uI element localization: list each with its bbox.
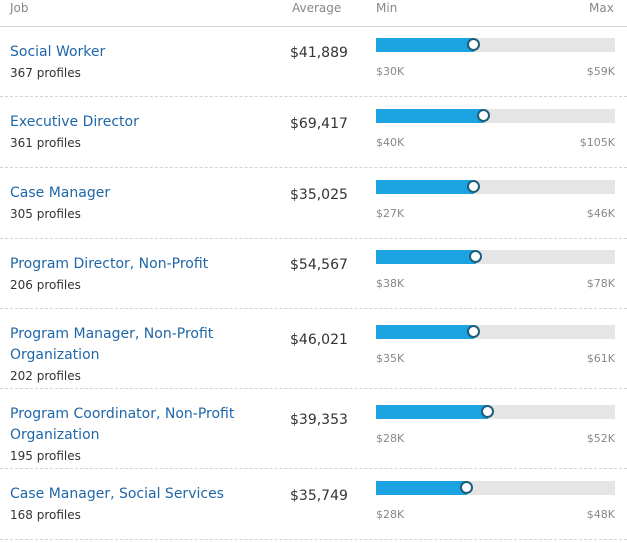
salary-range-bar — [376, 109, 615, 123]
average-salary: $41,889 — [290, 45, 348, 61]
profile-count: 367 profiles — [10, 66, 81, 80]
range-max: $46K — [586, 207, 615, 220]
average-marker — [459, 481, 473, 494]
salary-range-bar — [376, 325, 615, 339]
salary-range-bar — [376, 405, 615, 419]
header-average: Average — [292, 1, 342, 15]
average-salary: $46,021 — [290, 332, 348, 348]
profile-count: 195 profiles — [10, 449, 81, 463]
average-salary: $69,417 — [290, 116, 348, 132]
header-job: Job — [10, 1, 29, 15]
salary-range-bar — [376, 180, 615, 194]
job-link[interactable]: Program Director, Non-Profit — [10, 256, 209, 272]
average-salary: $35,749 — [290, 488, 348, 504]
job-link[interactable]: Case Manager, Social Services — [10, 486, 224, 502]
salary-range-fill — [376, 481, 467, 495]
table-header: Job Average Min Max — [0, 0, 627, 27]
job-link[interactable]: Program Coordinator, Non-Profit Organiza… — [10, 406, 235, 443]
average-marker — [466, 325, 480, 338]
table-row: Case Manager 305 profiles $35,025 $27K $… — [0, 168, 627, 239]
average-salary: $54,567 — [290, 257, 348, 273]
average-marker — [476, 109, 490, 122]
profile-count: 305 profiles — [10, 207, 81, 221]
average-marker — [466, 38, 480, 51]
profile-count: 361 profiles — [10, 136, 81, 150]
salary-range-fill — [376, 109, 484, 123]
range-min: $40K — [376, 136, 405, 149]
range-max: $48K — [586, 508, 615, 521]
range-max: $52K — [586, 432, 615, 445]
range-min: $28K — [376, 432, 405, 445]
table-row: Social Worker 367 profiles $41,889 $30K … — [0, 27, 627, 97]
salary-range-fill — [376, 250, 477, 264]
profile-count: 168 profiles — [10, 508, 81, 522]
average-marker — [469, 250, 483, 263]
salary-range-bar — [376, 38, 615, 52]
range-min: $38K — [376, 277, 405, 290]
average-marker — [466, 180, 480, 193]
range-min: $35K — [376, 352, 405, 365]
range-max: $59K — [586, 65, 615, 78]
salary-range-fill — [376, 325, 474, 339]
average-salary: $35,025 — [290, 187, 348, 203]
header-max: Max — [589, 1, 614, 15]
range-max: $61K — [586, 352, 615, 365]
salary-range-fill — [376, 38, 474, 52]
range-min: $27K — [376, 207, 405, 220]
average-salary: $39,353 — [290, 412, 348, 428]
profile-count: 206 profiles — [10, 278, 81, 292]
job-link[interactable]: Executive Director — [10, 114, 139, 130]
salary-range-bar — [376, 250, 615, 264]
range-min: $28K — [376, 508, 405, 521]
profile-count: 202 profiles — [10, 369, 81, 383]
job-link[interactable]: Case Manager — [10, 185, 111, 201]
table-row: Executive Director 361 profiles $69,417 … — [0, 97, 627, 168]
salary-range-bar — [376, 481, 615, 495]
range-max: $105K — [579, 136, 615, 149]
job-link[interactable]: Social Worker — [10, 44, 106, 60]
header-min: Min — [376, 1, 398, 15]
table-row: Case Manager, Social Services 168 profil… — [0, 469, 627, 540]
job-link[interactable]: Program Manager, Non-Profit Organization — [10, 326, 214, 363]
table-row: Program Manager, Non-Profit Organization… — [0, 309, 627, 389]
salary-range-fill — [376, 180, 474, 194]
table-row: Program Director, Non-Profit 206 profile… — [0, 239, 627, 309]
salary-range-fill — [376, 405, 489, 419]
range-min: $30K — [376, 65, 405, 78]
range-max: $78K — [586, 277, 615, 290]
table-row: Program Coordinator, Non-Profit Organiza… — [0, 389, 627, 469]
average-marker — [481, 405, 495, 418]
